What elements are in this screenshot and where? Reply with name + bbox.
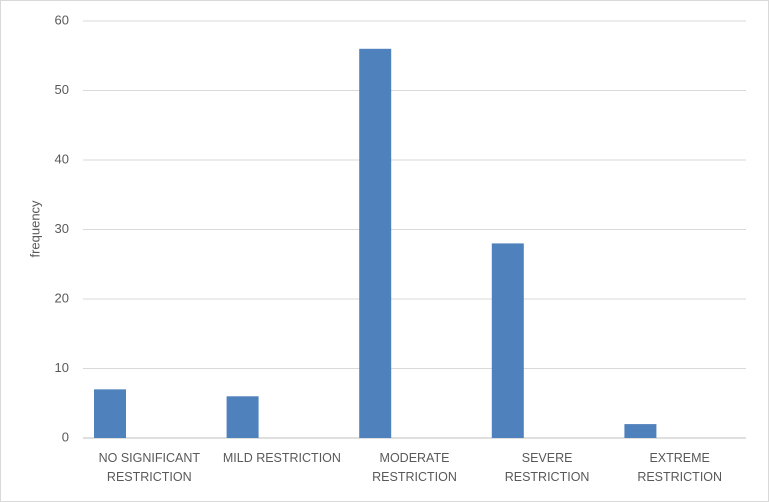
bar xyxy=(226,396,259,438)
y-tick-label: 50 xyxy=(55,82,69,97)
bar xyxy=(359,48,392,439)
y-tick-label: 40 xyxy=(55,151,69,166)
bar xyxy=(624,424,657,438)
y-axis-label: frequency xyxy=(27,200,42,258)
bar xyxy=(94,389,126,438)
x-tick-label: MILD RESTRICTION xyxy=(222,451,341,465)
y-tick-label: 0 xyxy=(62,429,69,444)
x-tick-label: SEVERE RESTRICTION xyxy=(504,451,590,484)
x-tick-label: NO SIGNIFICANT RESTRICTION xyxy=(98,451,200,484)
y-tick-label: 20 xyxy=(55,290,69,305)
x-tick-label: MODERATE RESTRICTION xyxy=(372,451,457,484)
y-tick-label: 10 xyxy=(55,360,69,375)
y-tick-label: 30 xyxy=(55,221,69,236)
x-tick-label: EXTREME RESTRICTION xyxy=(637,451,723,484)
y-tick-label: 60 xyxy=(55,12,69,27)
bar xyxy=(491,243,524,438)
